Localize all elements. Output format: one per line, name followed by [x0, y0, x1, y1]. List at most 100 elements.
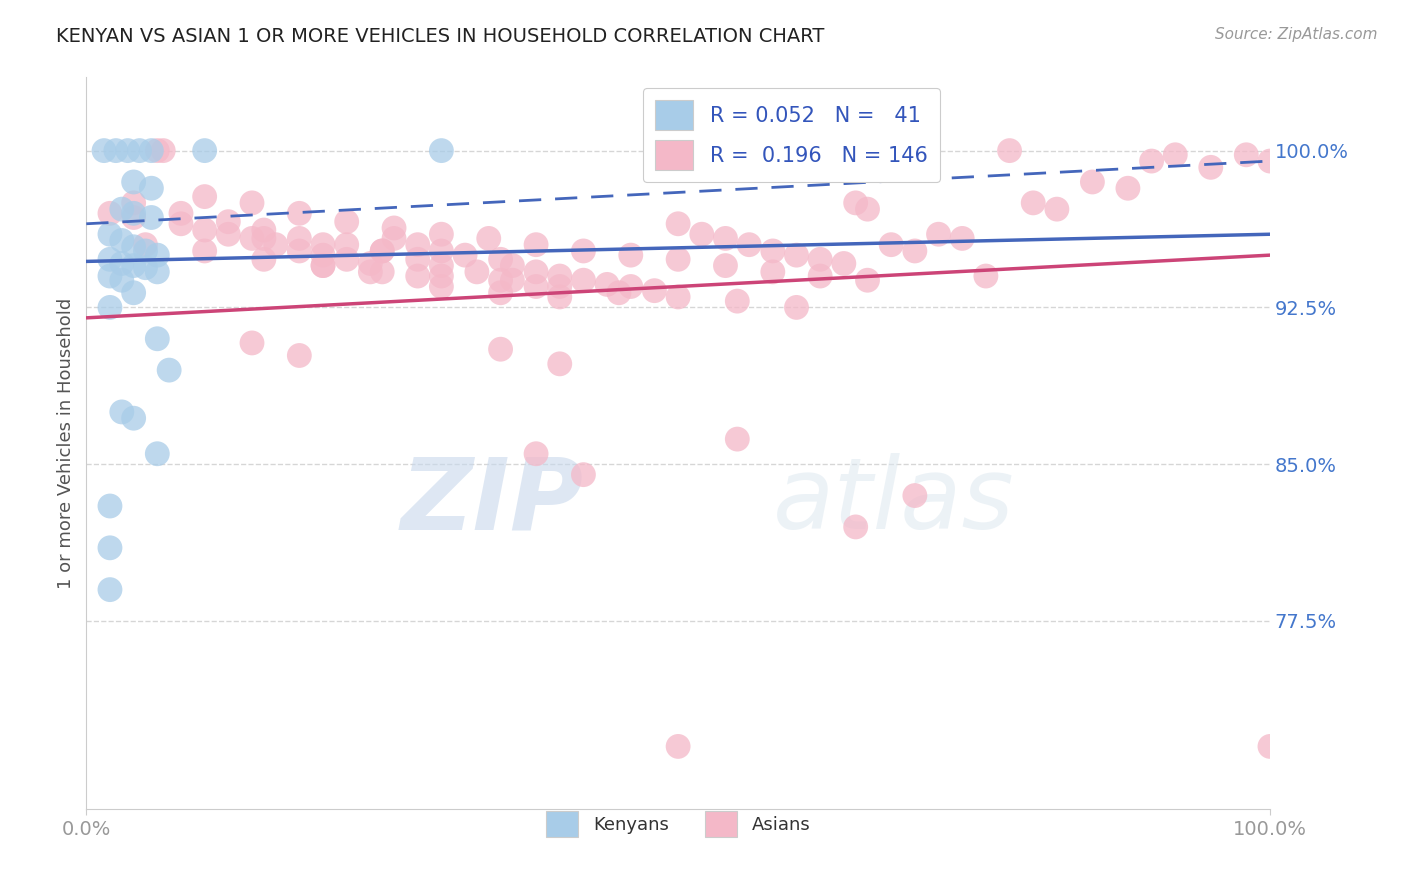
Point	[489, 273, 512, 287]
Y-axis label: 1 or more Vehicles in Household: 1 or more Vehicles in Household	[58, 298, 75, 589]
Point	[93, 144, 115, 158]
Point	[430, 268, 453, 283]
Point	[98, 252, 121, 267]
Point	[856, 273, 879, 287]
Point	[170, 206, 193, 220]
Point	[312, 259, 335, 273]
Point	[548, 268, 571, 283]
Point	[406, 237, 429, 252]
Point	[217, 227, 239, 242]
Point	[430, 227, 453, 242]
Point	[489, 342, 512, 356]
Point	[501, 273, 523, 287]
Point	[336, 215, 359, 229]
Point	[1081, 175, 1104, 189]
Point	[430, 144, 453, 158]
Point	[336, 252, 359, 267]
Legend: Kenyans, Asians: Kenyans, Asians	[538, 804, 818, 844]
Point	[808, 268, 831, 283]
Point	[253, 223, 276, 237]
Point	[134, 260, 156, 275]
Point	[194, 144, 217, 158]
Point	[111, 234, 134, 248]
Point	[194, 244, 217, 258]
Point	[1116, 181, 1139, 195]
Point	[122, 285, 145, 300]
Point	[666, 217, 689, 231]
Text: atlas: atlas	[773, 453, 1015, 550]
Point	[146, 144, 169, 158]
Text: KENYAN VS ASIAN 1 OR MORE VEHICLES IN HOUSEHOLD CORRELATION CHART: KENYAN VS ASIAN 1 OR MORE VEHICLES IN HO…	[56, 27, 824, 45]
Point	[1022, 195, 1045, 210]
Point	[98, 541, 121, 555]
Point	[371, 244, 394, 258]
Point	[430, 279, 453, 293]
Point	[501, 259, 523, 273]
Point	[548, 357, 571, 371]
Point	[146, 447, 169, 461]
Point	[856, 202, 879, 216]
Text: Source: ZipAtlas.com: Source: ZipAtlas.com	[1215, 27, 1378, 42]
Point	[264, 237, 287, 252]
Point	[288, 244, 311, 258]
Point	[974, 268, 997, 283]
Point	[122, 175, 145, 189]
Point	[666, 739, 689, 754]
Point	[111, 256, 134, 270]
Point	[217, 215, 239, 229]
Point	[111, 405, 134, 419]
Point	[1258, 739, 1281, 754]
Point	[1046, 202, 1069, 216]
Point	[98, 206, 121, 220]
Point	[288, 206, 311, 220]
Point	[157, 363, 180, 377]
Point	[714, 259, 737, 273]
Point	[785, 248, 807, 262]
Point	[128, 144, 150, 158]
Point	[1258, 154, 1281, 169]
Point	[572, 244, 595, 258]
Point	[122, 259, 145, 273]
Point	[607, 285, 630, 300]
Point	[406, 252, 429, 267]
Point	[98, 301, 121, 315]
Point	[845, 520, 868, 534]
Point	[98, 582, 121, 597]
Point	[725, 294, 748, 309]
Point	[134, 237, 156, 252]
Point	[1199, 161, 1222, 175]
Point	[312, 248, 335, 262]
Point	[548, 290, 571, 304]
Point	[359, 265, 381, 279]
Point	[152, 144, 174, 158]
Point	[104, 144, 127, 158]
Point	[359, 256, 381, 270]
Point	[336, 237, 359, 252]
Point	[880, 237, 903, 252]
Point	[371, 244, 394, 258]
Point	[454, 248, 477, 262]
Point	[382, 231, 405, 245]
Point	[998, 144, 1021, 158]
Point	[762, 265, 785, 279]
Point	[904, 489, 927, 503]
Point	[253, 252, 276, 267]
Point	[548, 279, 571, 293]
Point	[1140, 154, 1163, 169]
Point	[371, 265, 394, 279]
Point	[111, 202, 134, 216]
Point	[111, 273, 134, 287]
Point	[194, 189, 217, 203]
Point	[430, 244, 453, 258]
Point	[170, 217, 193, 231]
Point	[146, 248, 169, 262]
Point	[122, 206, 145, 220]
Point	[928, 227, 950, 242]
Point	[572, 467, 595, 482]
Point	[312, 259, 335, 273]
Point	[620, 248, 643, 262]
Point	[832, 256, 855, 270]
Point	[1164, 148, 1187, 162]
Point	[98, 499, 121, 513]
Point	[240, 335, 263, 350]
